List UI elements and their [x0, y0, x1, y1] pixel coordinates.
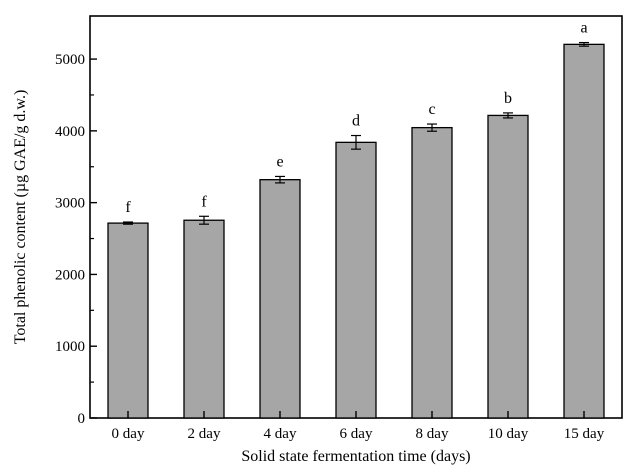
y-tick-label: 5000 [55, 52, 85, 68]
bar [563, 43, 605, 419]
error-bars [123, 41, 589, 225]
x-tick-label: 2 day [188, 426, 221, 442]
y-tick-label: 0 [78, 411, 86, 427]
bar [183, 219, 225, 419]
significance-letter: f [201, 193, 207, 210]
x-tick-label: 15 day [564, 426, 605, 442]
significance-letter: e [276, 153, 283, 170]
significance-letter: f [125, 199, 131, 216]
bar [335, 141, 377, 419]
x-tick-label: 0 day [112, 426, 145, 442]
significance-letter: a [580, 20, 587, 37]
x-tick-label: 8 day [416, 426, 449, 442]
y-tick-label: 2000 [55, 267, 85, 283]
bar [107, 222, 149, 419]
y-axis-title: Total phenolic content (µg GAE/g d.w.) [12, 90, 29, 345]
x-tick-label: 4 day [264, 426, 297, 442]
bar [411, 126, 453, 419]
significance-letter: d [352, 113, 360, 130]
y-tick-label: 3000 [55, 196, 85, 212]
x-axis: 0 day 2 day 4 day 6 day 8 day 10 day 15 day [112, 411, 605, 442]
x-tick-label: 6 day [340, 426, 373, 442]
bar [487, 114, 529, 419]
y-axis: 0 1000 2000 3000 4000 5000 [55, 52, 97, 427]
bars [107, 43, 605, 419]
significance-letter: b [504, 90, 512, 107]
plot-area: f f e d c b a 0 1000 2000 3000 4000 5000 0 day 2 day… [55, 15, 623, 442]
x-axis-title: Solid state fermentation time (days) [241, 448, 470, 465]
bar [259, 179, 301, 419]
y-tick-label: 4000 [55, 124, 85, 140]
significance-letters: f f e d c b a [125, 20, 587, 216]
x-tick-label: 10 day [488, 426, 529, 442]
significance-letter: c [428, 101, 435, 118]
y-tick-label: 1000 [55, 339, 85, 355]
